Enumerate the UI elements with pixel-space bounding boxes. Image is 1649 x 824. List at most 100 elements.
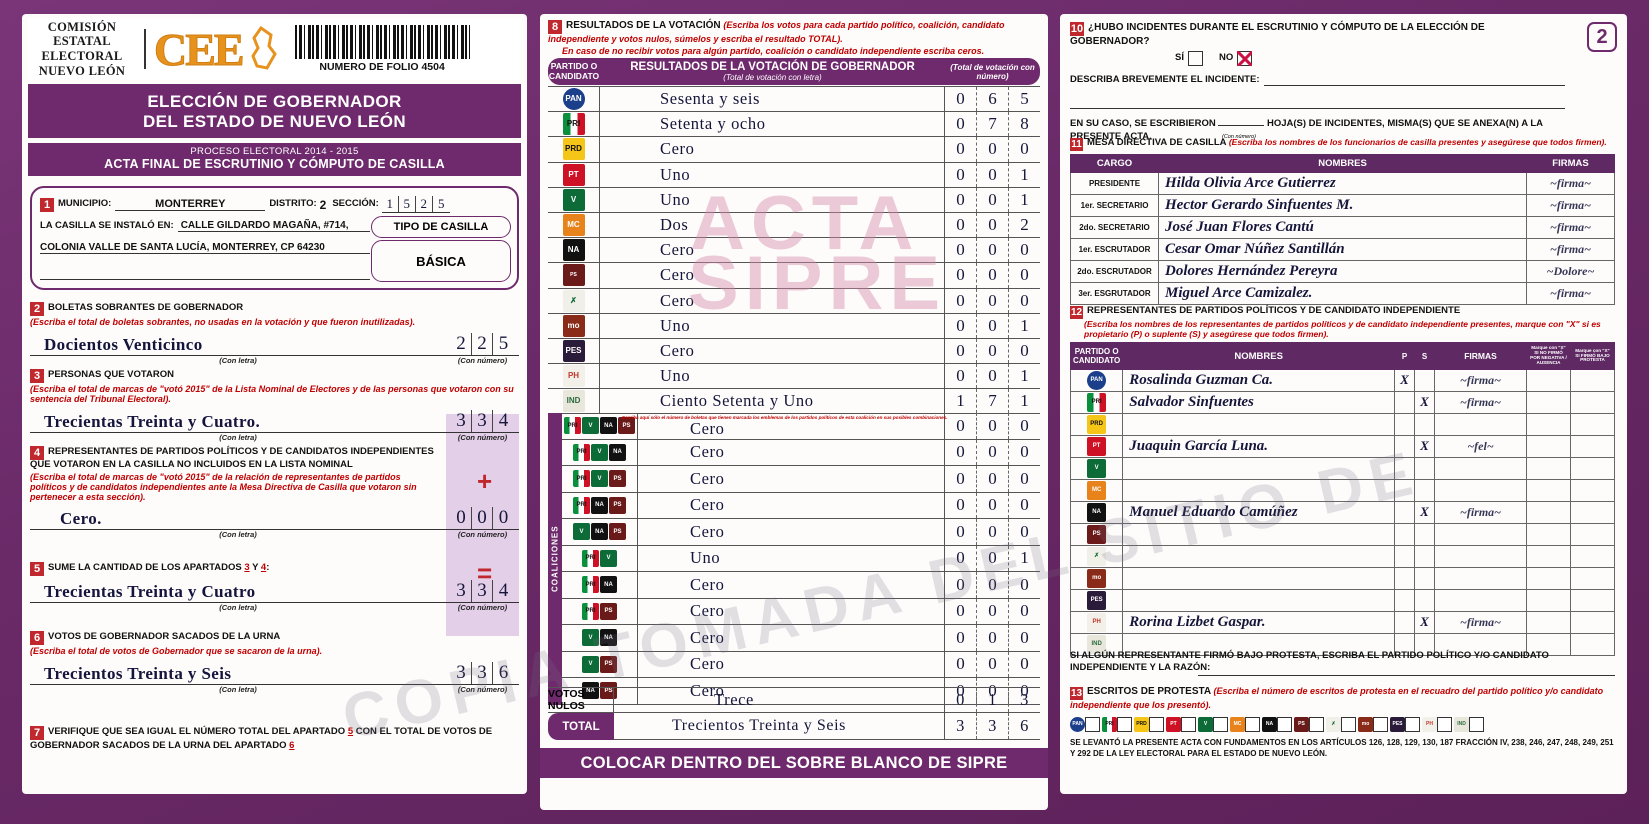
coalition-votes-written[interactable]: Cero xyxy=(638,413,945,439)
party-votes-written[interactable]: Sesenta y seis xyxy=(600,87,945,112)
section-4-digits[interactable]: 0 0 0 xyxy=(446,506,519,530)
protest-box-pan[interactable]: PAN xyxy=(1070,717,1100,733)
protest-count-input[interactable] xyxy=(1245,717,1260,733)
party-votes-written[interactable]: Cero xyxy=(600,263,945,288)
seccion-digits[interactable]: 1 5 2 5 xyxy=(381,196,450,213)
firma-cell[interactable] xyxy=(1434,478,1527,502)
protest-count-input[interactable] xyxy=(1405,717,1420,733)
protest-count-input[interactable] xyxy=(1469,717,1484,733)
direccion-line-2[interactable]: COLONIA VALLE DE SANTA LUCÍA, MONTERREY,… xyxy=(40,242,370,254)
firma-cell[interactable]: ~firma~ xyxy=(1526,172,1615,195)
bajo-protesta-cell[interactable] xyxy=(1570,412,1615,436)
firma-cell[interactable] xyxy=(1434,544,1527,568)
suplente-cell[interactable] xyxy=(1414,522,1435,546)
direccion-line-3[interactable] xyxy=(40,266,370,280)
section-6-digits[interactable]: 3 3 6 xyxy=(446,662,519,685)
votos-nulos-digits[interactable]: 0 1 3 xyxy=(945,688,1040,712)
section-2-written[interactable]: Docientos Venticinco xyxy=(44,335,203,354)
direccion-line-1[interactable]: CALLE GILDARDO MAGAÑA, #714, xyxy=(177,220,370,232)
bajo-protesta-cell[interactable] xyxy=(1570,544,1615,568)
party-votes-written[interactable]: Dos xyxy=(600,212,945,238)
protest-box-verde[interactable]: V xyxy=(1198,717,1228,733)
total-written[interactable]: Trecientos Treinta y Seis xyxy=(672,717,846,734)
firma-cell[interactable]: ~firma~ xyxy=(1526,282,1615,305)
coalition-votes-written[interactable]: Cero xyxy=(638,598,945,624)
representante-nombre-cell[interactable] xyxy=(1122,588,1395,612)
section-6-written[interactable]: Trecientos Treinta y Seis xyxy=(44,664,232,683)
bajo-protesta-cell[interactable] xyxy=(1570,500,1615,524)
protest-box-mor[interactable]: mo xyxy=(1358,717,1388,733)
party-votes-written[interactable]: Cero xyxy=(600,238,945,263)
bajo-protesta-cell[interactable] xyxy=(1570,390,1615,414)
representante-nombre-cell[interactable] xyxy=(1122,566,1395,590)
bajo-protesta-cell[interactable] xyxy=(1570,566,1615,590)
bajo-protesta-cell[interactable] xyxy=(1570,478,1615,502)
protest-count-input[interactable] xyxy=(1437,717,1452,733)
section-2-digits[interactable]: 2 2 5 xyxy=(446,333,519,356)
total-digits[interactable]: 3 3 6 xyxy=(945,713,1040,740)
representante-nombre-cell[interactable]: Juaquin García Luna. xyxy=(1122,434,1395,458)
propietario-cell[interactable] xyxy=(1394,544,1415,568)
nombre-cell[interactable]: Cesar Omar Núñez Santillán xyxy=(1158,238,1527,261)
representante-nombre-cell[interactable]: Salvador Sinfuentes xyxy=(1122,390,1395,414)
protest-box-pri[interactable]: PRI xyxy=(1102,717,1132,733)
suplente-cell[interactable] xyxy=(1414,588,1435,612)
firma-cell[interactable]: ~fel~ xyxy=(1434,434,1527,458)
suplente-cell[interactable]: X xyxy=(1414,610,1435,634)
propietario-cell[interactable] xyxy=(1394,500,1415,524)
protest-count-input[interactable] xyxy=(1181,717,1196,733)
nombre-cell[interactable]: José Juan Flores Cantú xyxy=(1158,216,1527,239)
party-votes-written[interactable]: Cero xyxy=(600,338,945,364)
representante-nombre-cell[interactable] xyxy=(1122,456,1395,480)
bajo-protesta-cell[interactable] xyxy=(1570,522,1615,546)
bajo-protesta-cell[interactable] xyxy=(1570,632,1615,656)
protest-box-ps[interactable]: PS xyxy=(1294,717,1324,733)
representante-nombre-cell[interactable] xyxy=(1122,412,1395,436)
party-votes-written[interactable]: Cero xyxy=(600,288,945,313)
protest-count-input[interactable] xyxy=(1149,717,1164,733)
protest-count-input[interactable] xyxy=(1117,717,1132,733)
municipio-value[interactable]: MONTERREY xyxy=(115,198,266,211)
nombre-cell[interactable]: Hector Gerardo Sinfuentes M. xyxy=(1158,194,1527,217)
firma-cell[interactable]: ~firma~ xyxy=(1526,216,1615,239)
firma-cell[interactable] xyxy=(1434,588,1527,612)
nombre-cell[interactable]: Miguel Arce Camizalez. xyxy=(1158,282,1527,305)
coalition-votes-written[interactable]: Cero xyxy=(638,466,945,492)
suplente-cell[interactable] xyxy=(1414,566,1435,590)
propietario-cell[interactable] xyxy=(1394,522,1415,546)
party-votes-written[interactable]: Uno xyxy=(600,187,945,212)
coalition-votes-written[interactable]: Uno xyxy=(638,545,945,571)
protest-count-input[interactable] xyxy=(1341,717,1356,733)
coalition-votes-written[interactable]: Cero xyxy=(638,439,945,465)
coalition-votes-written[interactable]: Cero xyxy=(638,625,945,651)
bajo-protesta-cell[interactable] xyxy=(1570,588,1615,612)
representante-nombre-cell[interactable] xyxy=(1122,544,1395,568)
no-firmo-cell[interactable] xyxy=(1526,588,1571,612)
propietario-cell[interactable] xyxy=(1394,588,1415,612)
coalition-votes-written[interactable]: Cero xyxy=(638,519,945,545)
si-checkbox[interactable] xyxy=(1187,50,1203,66)
no-checkbox[interactable] xyxy=(1237,50,1253,66)
suplente-cell[interactable]: X xyxy=(1414,500,1435,524)
no-firmo-cell[interactable] xyxy=(1526,544,1571,568)
protest-box-ind[interactable]: IND xyxy=(1454,717,1484,733)
coalition-votes-written[interactable]: Cero xyxy=(638,651,945,677)
no-firmo-cell[interactable] xyxy=(1526,456,1571,480)
